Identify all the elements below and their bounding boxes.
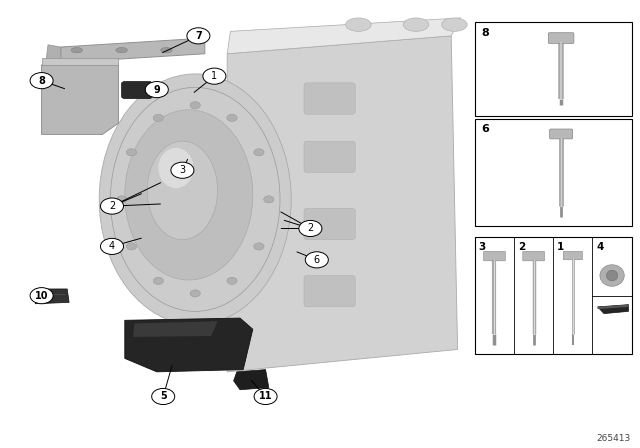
Text: 4: 4	[596, 242, 604, 252]
Ellipse shape	[71, 47, 83, 53]
Circle shape	[203, 68, 226, 84]
Text: 6: 6	[481, 124, 489, 134]
Circle shape	[30, 288, 53, 304]
FancyBboxPatch shape	[550, 129, 573, 139]
FancyBboxPatch shape	[122, 82, 152, 99]
Ellipse shape	[161, 47, 172, 53]
Circle shape	[254, 243, 264, 250]
Circle shape	[126, 149, 136, 156]
Circle shape	[100, 238, 124, 254]
FancyBboxPatch shape	[523, 251, 545, 261]
Circle shape	[145, 82, 168, 98]
Circle shape	[305, 252, 328, 268]
Text: 1: 1	[211, 71, 218, 81]
Ellipse shape	[403, 18, 429, 31]
Polygon shape	[61, 38, 205, 63]
Polygon shape	[42, 58, 118, 65]
FancyBboxPatch shape	[484, 251, 506, 261]
Ellipse shape	[159, 148, 193, 188]
Ellipse shape	[346, 18, 371, 31]
FancyBboxPatch shape	[563, 251, 582, 260]
Circle shape	[190, 290, 200, 297]
Text: 8: 8	[481, 28, 489, 38]
Text: 1: 1	[557, 242, 564, 252]
Polygon shape	[227, 36, 458, 372]
Text: 5: 5	[160, 392, 166, 401]
Text: 11: 11	[259, 392, 273, 401]
FancyBboxPatch shape	[304, 83, 355, 114]
Circle shape	[153, 277, 164, 284]
Polygon shape	[125, 318, 253, 372]
Text: 3: 3	[479, 242, 486, 252]
Ellipse shape	[125, 110, 253, 280]
Ellipse shape	[606, 270, 618, 281]
Circle shape	[171, 162, 194, 178]
Circle shape	[100, 198, 124, 214]
Circle shape	[190, 102, 200, 109]
Text: 6: 6	[314, 255, 320, 265]
Text: 2: 2	[307, 224, 314, 233]
FancyBboxPatch shape	[304, 208, 355, 240]
Text: 10: 10	[35, 291, 49, 301]
Text: 265413: 265413	[596, 434, 630, 443]
Circle shape	[116, 196, 127, 203]
Polygon shape	[45, 45, 61, 72]
FancyBboxPatch shape	[304, 276, 355, 307]
Circle shape	[227, 114, 237, 121]
Text: 7: 7	[195, 31, 202, 41]
Circle shape	[254, 388, 277, 405]
Polygon shape	[42, 65, 118, 134]
FancyBboxPatch shape	[475, 119, 632, 226]
Text: 4: 4	[109, 241, 115, 251]
Polygon shape	[35, 289, 69, 304]
FancyBboxPatch shape	[475, 22, 632, 116]
FancyBboxPatch shape	[304, 141, 355, 172]
Ellipse shape	[442, 18, 467, 31]
Circle shape	[227, 277, 237, 284]
Text: 2: 2	[109, 201, 115, 211]
Circle shape	[154, 114, 164, 121]
Text: 8: 8	[38, 76, 45, 86]
Text: 2: 2	[518, 242, 525, 252]
Circle shape	[254, 149, 264, 156]
Circle shape	[152, 388, 175, 405]
Polygon shape	[133, 321, 218, 337]
Ellipse shape	[99, 74, 291, 325]
FancyBboxPatch shape	[475, 237, 632, 354]
Polygon shape	[598, 305, 628, 314]
Ellipse shape	[147, 141, 218, 240]
Circle shape	[126, 243, 136, 250]
Circle shape	[264, 196, 274, 203]
Polygon shape	[227, 18, 461, 54]
Circle shape	[30, 73, 53, 89]
Text: 9: 9	[154, 85, 160, 95]
FancyBboxPatch shape	[548, 33, 574, 43]
Circle shape	[187, 28, 210, 44]
Polygon shape	[598, 305, 628, 309]
Circle shape	[299, 220, 322, 237]
Ellipse shape	[116, 47, 127, 53]
Text: 3: 3	[179, 165, 186, 175]
Polygon shape	[234, 370, 269, 390]
Ellipse shape	[600, 265, 624, 286]
